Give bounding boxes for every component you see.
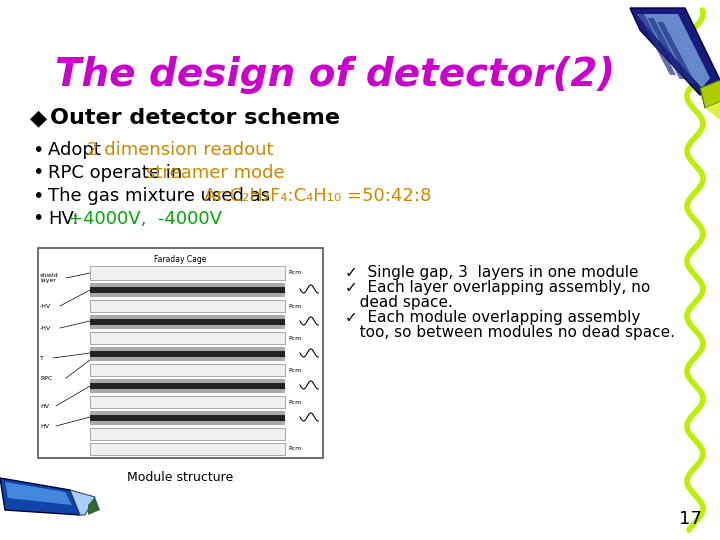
Bar	[90, 364, 285, 376]
Bar	[90, 325, 285, 329]
Polygon shape	[647, 18, 685, 79]
Text: Ar:C₂H₂F₄:C₄H₁₀ =50:42:8: Ar:C₂H₂F₄:C₄H₁₀ =50:42:8	[204, 187, 431, 205]
Bar	[90, 293, 285, 297]
Polygon shape	[0, 478, 80, 515]
Text: T: T	[40, 355, 44, 361]
Text: 2 dimension readout: 2 dimension readout	[87, 141, 274, 159]
Bar	[90, 443, 285, 455]
Text: The design of detector(2): The design of detector(2)	[55, 56, 615, 94]
Bar	[90, 421, 285, 425]
Text: •: •	[32, 140, 43, 159]
Text: Pcm: Pcm	[288, 400, 301, 404]
Text: HV:: HV:	[48, 210, 78, 228]
Bar	[90, 389, 285, 393]
Text: Faraday Cage: Faraday Cage	[154, 255, 207, 264]
Text: •: •	[32, 210, 43, 228]
Text: Adopt: Adopt	[48, 141, 107, 159]
Text: Module structure: Module structure	[127, 471, 233, 484]
Text: Pcm: Pcm	[288, 303, 301, 308]
Text: ✓  Single gap, 3  layers in one module: ✓ Single gap, 3 layers in one module	[345, 265, 639, 280]
Bar	[90, 411, 285, 415]
Polygon shape	[700, 80, 720, 108]
Bar	[90, 287, 285, 293]
Bar	[90, 357, 285, 361]
Bar	[90, 351, 285, 357]
Text: -HV: -HV	[40, 326, 51, 330]
Text: HV: HV	[40, 403, 49, 408]
Text: Pcm: Pcm	[288, 447, 301, 451]
Text: ✓  Each layer overlapping assembly, no: ✓ Each layer overlapping assembly, no	[345, 280, 650, 295]
Bar	[90, 332, 285, 344]
Polygon shape	[70, 490, 95, 515]
Bar	[90, 319, 285, 325]
Polygon shape	[657, 22, 696, 83]
Bar	[90, 315, 285, 319]
Text: Pcm: Pcm	[288, 271, 301, 275]
Text: -HV: -HV	[40, 303, 51, 308]
Bar	[38, 248, 323, 458]
Text: ✓  Each module overlapping assembly: ✓ Each module overlapping assembly	[345, 310, 640, 325]
Polygon shape	[637, 14, 710, 88]
Bar	[90, 300, 285, 312]
Text: •: •	[32, 186, 43, 206]
Text: RPC operate in: RPC operate in	[48, 164, 188, 182]
Polygon shape	[5, 482, 72, 505]
Bar	[90, 383, 285, 389]
Polygon shape	[88, 497, 100, 515]
Bar	[90, 428, 285, 440]
Polygon shape	[638, 14, 676, 75]
Text: 17: 17	[678, 510, 701, 528]
Bar	[90, 283, 285, 287]
Polygon shape	[705, 100, 720, 120]
Text: ◆: ◆	[30, 108, 47, 128]
Text: streamer mode: streamer mode	[145, 164, 284, 182]
Text: The gas mixture used as: The gas mixture used as	[48, 187, 276, 205]
Text: •: •	[32, 164, 43, 183]
Text: HV: HV	[40, 423, 49, 429]
Bar	[90, 347, 285, 351]
Text: dead space.: dead space.	[345, 295, 453, 310]
Polygon shape	[630, 8, 720, 95]
Text: shield
layer: shield layer	[40, 273, 58, 284]
Bar	[90, 379, 285, 383]
Bar	[90, 266, 285, 280]
Text: RPC: RPC	[40, 375, 53, 381]
Text: Pcm: Pcm	[288, 368, 301, 373]
Text: Pcm: Pcm	[288, 335, 301, 341]
Bar	[90, 415, 285, 421]
Text: Outer detector scheme: Outer detector scheme	[50, 108, 340, 128]
Bar	[90, 396, 285, 408]
Text: too, so between modules no dead space.: too, so between modules no dead space.	[345, 325, 675, 340]
Text: +4000V,  -4000V: +4000V, -4000V	[68, 210, 222, 228]
